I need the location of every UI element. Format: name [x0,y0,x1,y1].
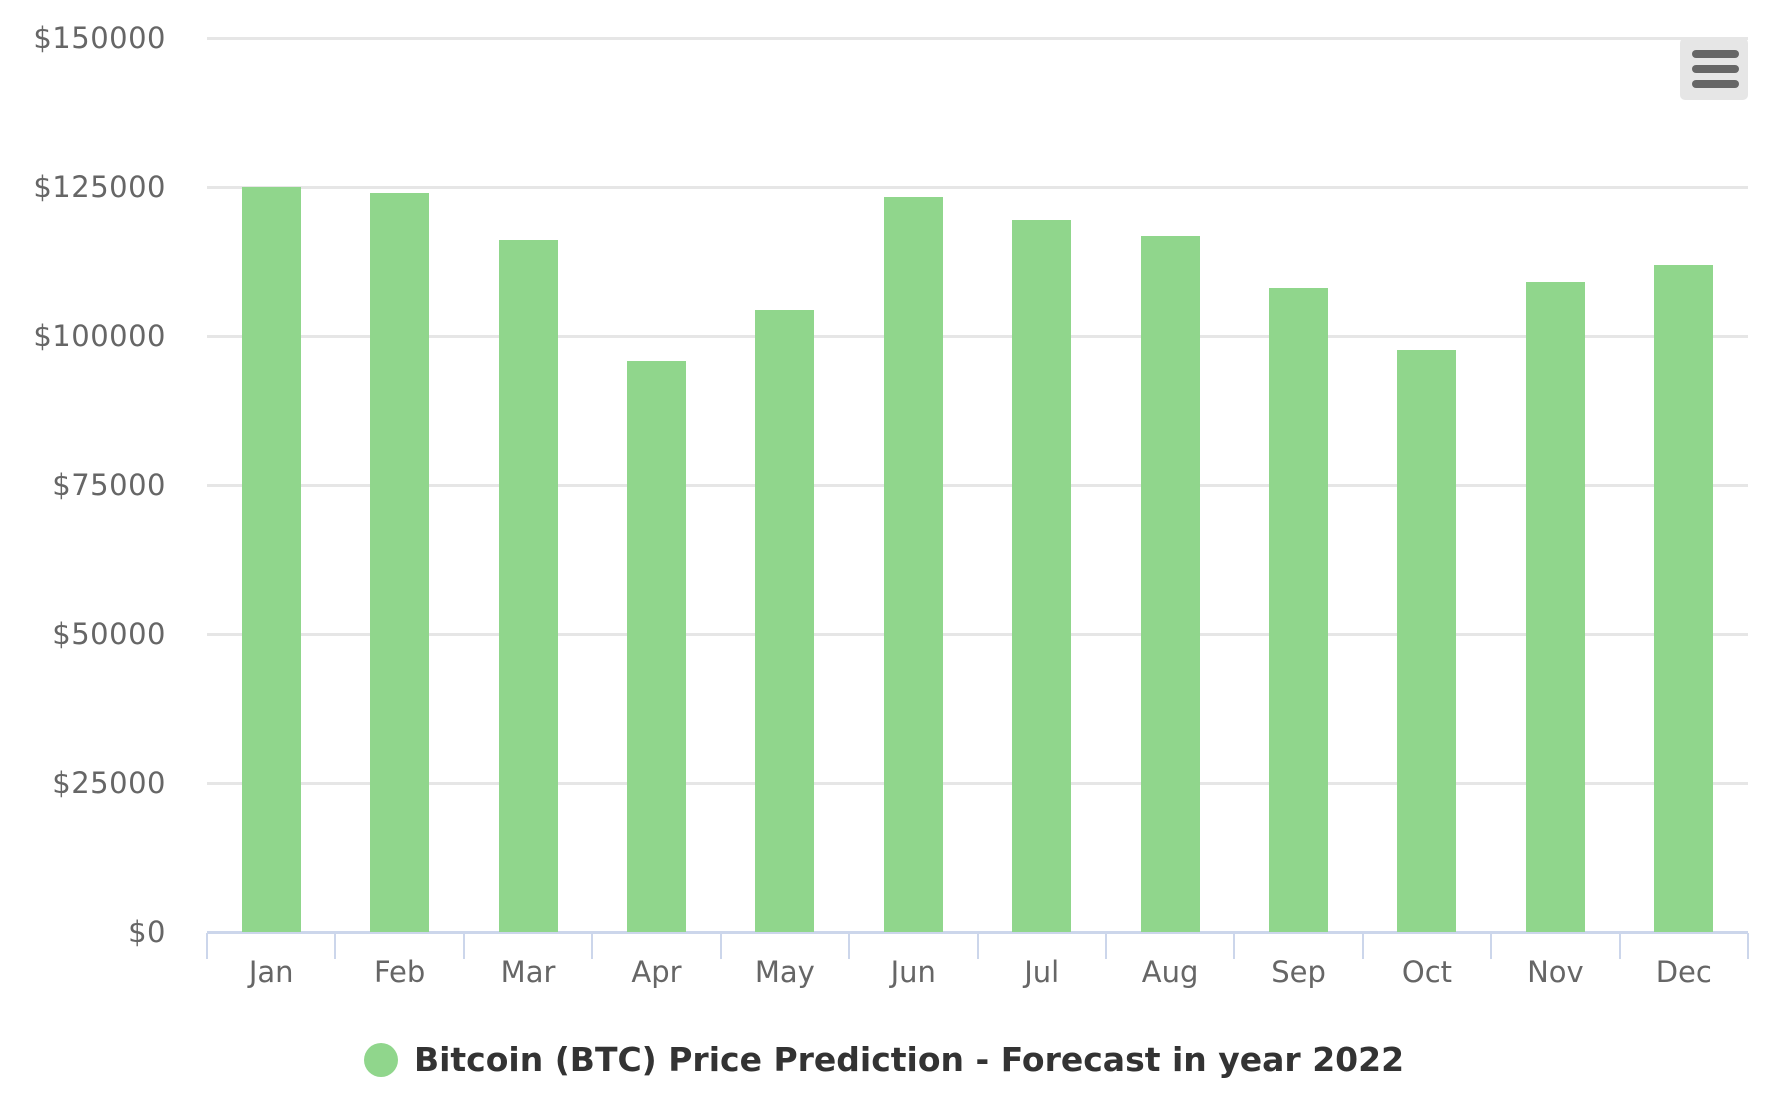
hamburger-menu-icon [1692,50,1739,58]
bar-mar[interactable] [498,240,558,932]
x-axis-tick [1747,933,1749,959]
x-axis-tick [334,933,337,959]
y-axis-tick-label: $50000 [52,617,166,651]
x-axis-tick [976,933,979,959]
x-axis-line [207,931,1748,934]
x-axis-tick [1361,933,1364,959]
y-axis-tick-label: $150000 [33,21,166,55]
bar-jun[interactable] [883,197,943,932]
bar-apr[interactable] [626,361,686,932]
x-axis-tick-label: Jul [1024,955,1060,989]
legend-label: Bitcoin (BTC) Price Prediction - Forecas… [413,1040,1405,1079]
x-axis-tick [206,933,208,959]
bar-jul[interactable] [1012,219,1072,932]
gridline [207,633,1748,636]
x-axis-tick [1104,933,1107,959]
x-axis-tick [591,933,594,959]
bar-nov[interactable] [1525,281,1585,932]
x-axis-tick-label: May [754,955,815,989]
x-axis-tick [1233,933,1236,959]
legend-marker-icon [363,1042,398,1077]
x-axis-tick [848,933,851,959]
legend[interactable]: Bitcoin (BTC) Price Prediction - Forecas… [0,1040,1768,1081]
x-axis-tick-label: Dec [1655,955,1712,989]
bar-jan[interactable] [241,187,301,932]
gridline [207,782,1748,785]
gridline [207,186,1748,189]
bar-sep[interactable] [1269,287,1329,932]
x-axis-tick-label: Nov [1527,955,1584,989]
gridline [207,484,1748,487]
x-axis-tick [1490,933,1493,959]
hamburger-menu-icon [1692,80,1739,88]
x-axis-tick-label: Jan [248,955,294,989]
x-axis-tick-label: Aug [1141,955,1199,989]
x-axis-tick-label: Feb [373,955,426,989]
bar-feb[interactable] [370,192,430,932]
y-axis-tick-label: $25000 [52,766,166,800]
chart-menu-button[interactable] [1680,38,1748,100]
bar-may[interactable] [755,309,815,932]
gridline [207,37,1748,40]
x-axis-tick [719,933,722,959]
x-axis-tick [462,933,465,959]
bar-aug[interactable] [1140,236,1200,932]
hamburger-menu-icon [1692,65,1739,73]
bar-dec[interactable] [1654,265,1714,932]
x-axis-tick-label: Sep [1271,955,1326,989]
y-axis-tick-label: $75000 [52,468,166,502]
x-axis-tick [1618,933,1621,959]
x-axis-tick-label: Jun [890,955,936,989]
y-axis-tick-label: $100000 [33,319,166,353]
y-axis-tick-label: $0 [128,915,166,949]
gridline [207,335,1748,338]
bar-oct[interactable] [1397,349,1457,932]
x-axis-tick-label: Mar [500,955,556,989]
y-axis-tick-label: $125000 [33,170,166,204]
x-axis-tick-label: Apr [631,955,682,989]
x-axis-tick-label: Oct [1401,955,1453,989]
